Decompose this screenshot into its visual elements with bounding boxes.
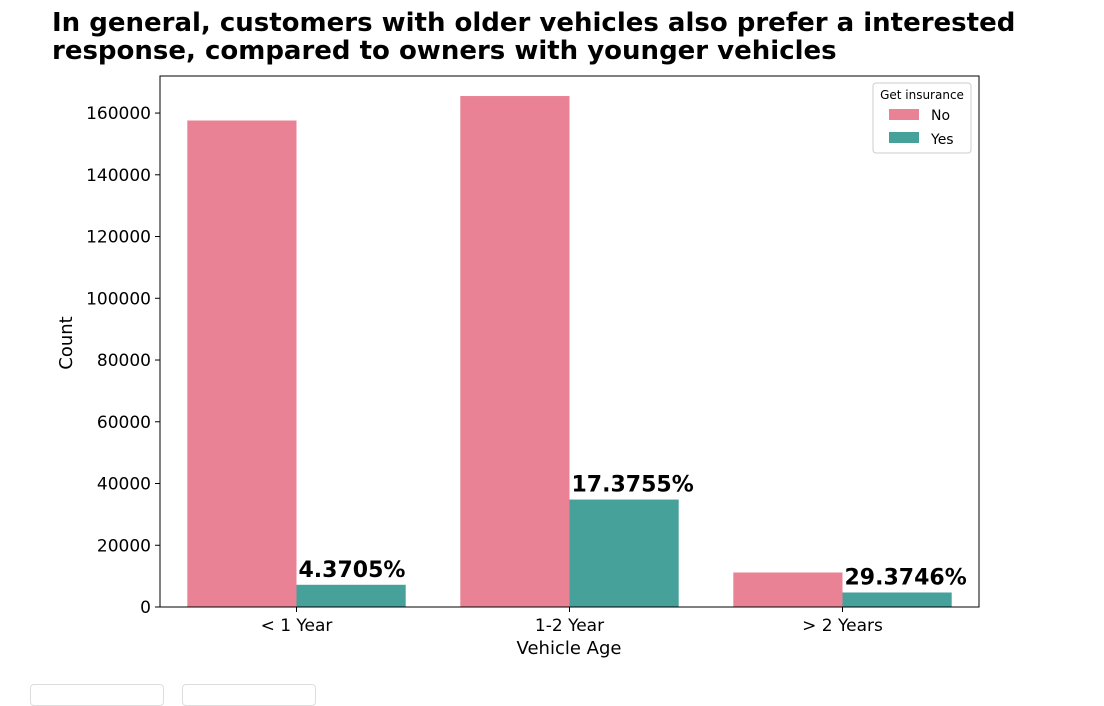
chart-title: In general, customers with older vehicle… xyxy=(52,8,1015,66)
y-tick-label-2: 40000 xyxy=(97,475,151,495)
y-axis-label: Count xyxy=(56,316,77,369)
legend-swatch-yes xyxy=(889,132,919,143)
bar-no-2 xyxy=(733,572,843,607)
bar-no-1 xyxy=(460,96,570,607)
legend-entry-yes: Yes xyxy=(930,132,954,148)
annotation-label-0: 4.3705% xyxy=(299,558,406,583)
legend: Get insurance No Yes xyxy=(872,82,972,154)
y-tick-label-1: 20000 xyxy=(97,536,151,556)
toolbar-button-left[interactable] xyxy=(30,684,164,706)
x-tick-label-2: > 2 Years xyxy=(802,616,883,636)
y-tick-label-0: 0 xyxy=(140,598,151,618)
plot-frame xyxy=(159,75,980,608)
chart-title-line-2: response, compared to owners with younge… xyxy=(52,36,837,66)
x-axis-label: Vehicle Age xyxy=(517,638,622,659)
y-tick-label-5: 100000 xyxy=(86,289,151,309)
toolbar-button-right[interactable] xyxy=(182,684,316,706)
bars xyxy=(187,96,952,607)
y-tick-label-8: 160000 xyxy=(86,104,151,124)
bar-no-0 xyxy=(187,120,297,607)
bar-yes-1 xyxy=(569,499,679,607)
y-tick-label-3: 60000 xyxy=(97,413,151,433)
y-tick-label-7: 140000 xyxy=(86,166,151,186)
annotation-label-1: 17.3755% xyxy=(572,473,694,498)
bar-annotations: 4.3705% 17.3755% 29.3746% xyxy=(299,473,967,591)
chart-title-line-1: In general, customers with older vehicle… xyxy=(52,8,1015,38)
legend-swatch-no xyxy=(889,109,919,120)
x-tick-label-1: 1-2 Year xyxy=(535,616,604,636)
y-axis: 0 20000 40000 60000 80000 100000 120000 140000 1… xyxy=(86,104,160,618)
y-tick-label-6: 120000 xyxy=(86,228,151,248)
legend-entry-no: No xyxy=(931,108,950,124)
bar-yes-0 xyxy=(296,584,406,607)
x-tick-label-0: < 1 Year xyxy=(261,616,333,636)
annotation-label-2: 29.3746% xyxy=(845,565,967,590)
chart: In general, customers with older vehicle… xyxy=(52,8,1015,659)
y-tick-label-4: 80000 xyxy=(97,351,151,371)
x-axis: < 1 Year 1-2 Year > 2 Years xyxy=(261,607,883,636)
bar-yes-2 xyxy=(842,592,952,607)
legend-title: Get insurance xyxy=(880,88,964,102)
plot-area: 4.3705% 17.3755% 29.3746% 0 20000 40000 60000… xyxy=(86,75,980,636)
